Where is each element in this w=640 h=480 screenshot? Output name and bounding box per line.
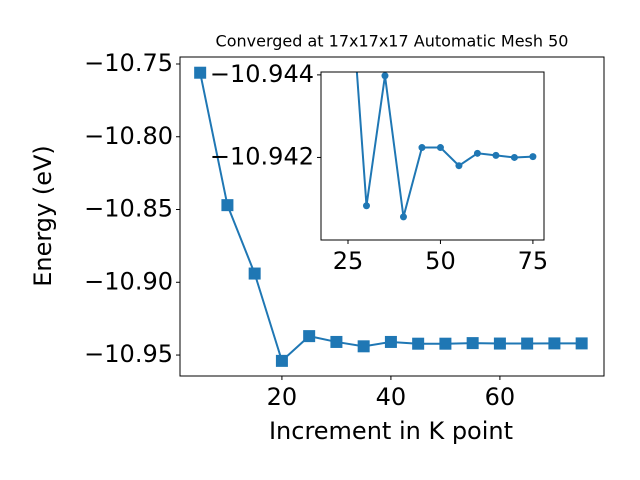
data-marker <box>575 337 588 350</box>
data-marker <box>303 330 316 343</box>
axes-frame <box>179 56 605 377</box>
data-marker <box>412 337 425 350</box>
x-tick-label: 20 <box>267 383 298 411</box>
data-marker <box>455 162 463 170</box>
y-axis-label: Energy (eV) <box>29 145 57 287</box>
y-tick-label: −10.942 <box>210 142 314 170</box>
data-marker <box>529 153 537 161</box>
x-tick-label: 75 <box>518 247 549 275</box>
data-marker <box>493 337 506 350</box>
data-marker <box>521 337 534 350</box>
data-marker <box>362 202 370 210</box>
chart-title: Converged at 17x17x17 Automatic Mesh 50 <box>216 32 569 51</box>
y-tick-label: −10.944 <box>210 60 314 88</box>
x-tick-label: 60 <box>485 383 516 411</box>
x-tick-label: 50 <box>425 247 456 275</box>
data-marker <box>384 335 397 348</box>
data-marker <box>381 72 389 80</box>
axes-frame <box>320 71 545 241</box>
data-marker <box>436 144 444 152</box>
data-marker <box>330 335 343 348</box>
inset-background <box>321 72 544 240</box>
data-marker <box>357 340 370 353</box>
data-marker <box>194 66 207 79</box>
data-marker <box>510 153 518 161</box>
data-marker <box>548 337 561 350</box>
y-tick-label: −10.95 <box>84 340 173 368</box>
data-marker <box>248 267 261 280</box>
data-marker <box>466 337 479 350</box>
y-tick-label: −10.85 <box>84 195 173 223</box>
data-marker <box>492 151 500 159</box>
data-marker <box>275 354 288 367</box>
data-marker <box>418 144 426 152</box>
x-tick-label: 25 <box>333 247 364 275</box>
x-axis-label: Increment in K point <box>269 417 513 445</box>
y-tick-label: −10.80 <box>84 122 173 150</box>
data-marker <box>439 337 452 350</box>
data-marker <box>221 199 234 212</box>
plot-area <box>355 72 537 221</box>
y-tick-label: −10.90 <box>84 267 173 295</box>
x-tick-label: 40 <box>376 383 407 411</box>
data-marker <box>473 149 481 157</box>
plot-area <box>194 66 588 367</box>
y-tick-label: −10.75 <box>84 49 173 77</box>
data-marker <box>399 213 407 221</box>
